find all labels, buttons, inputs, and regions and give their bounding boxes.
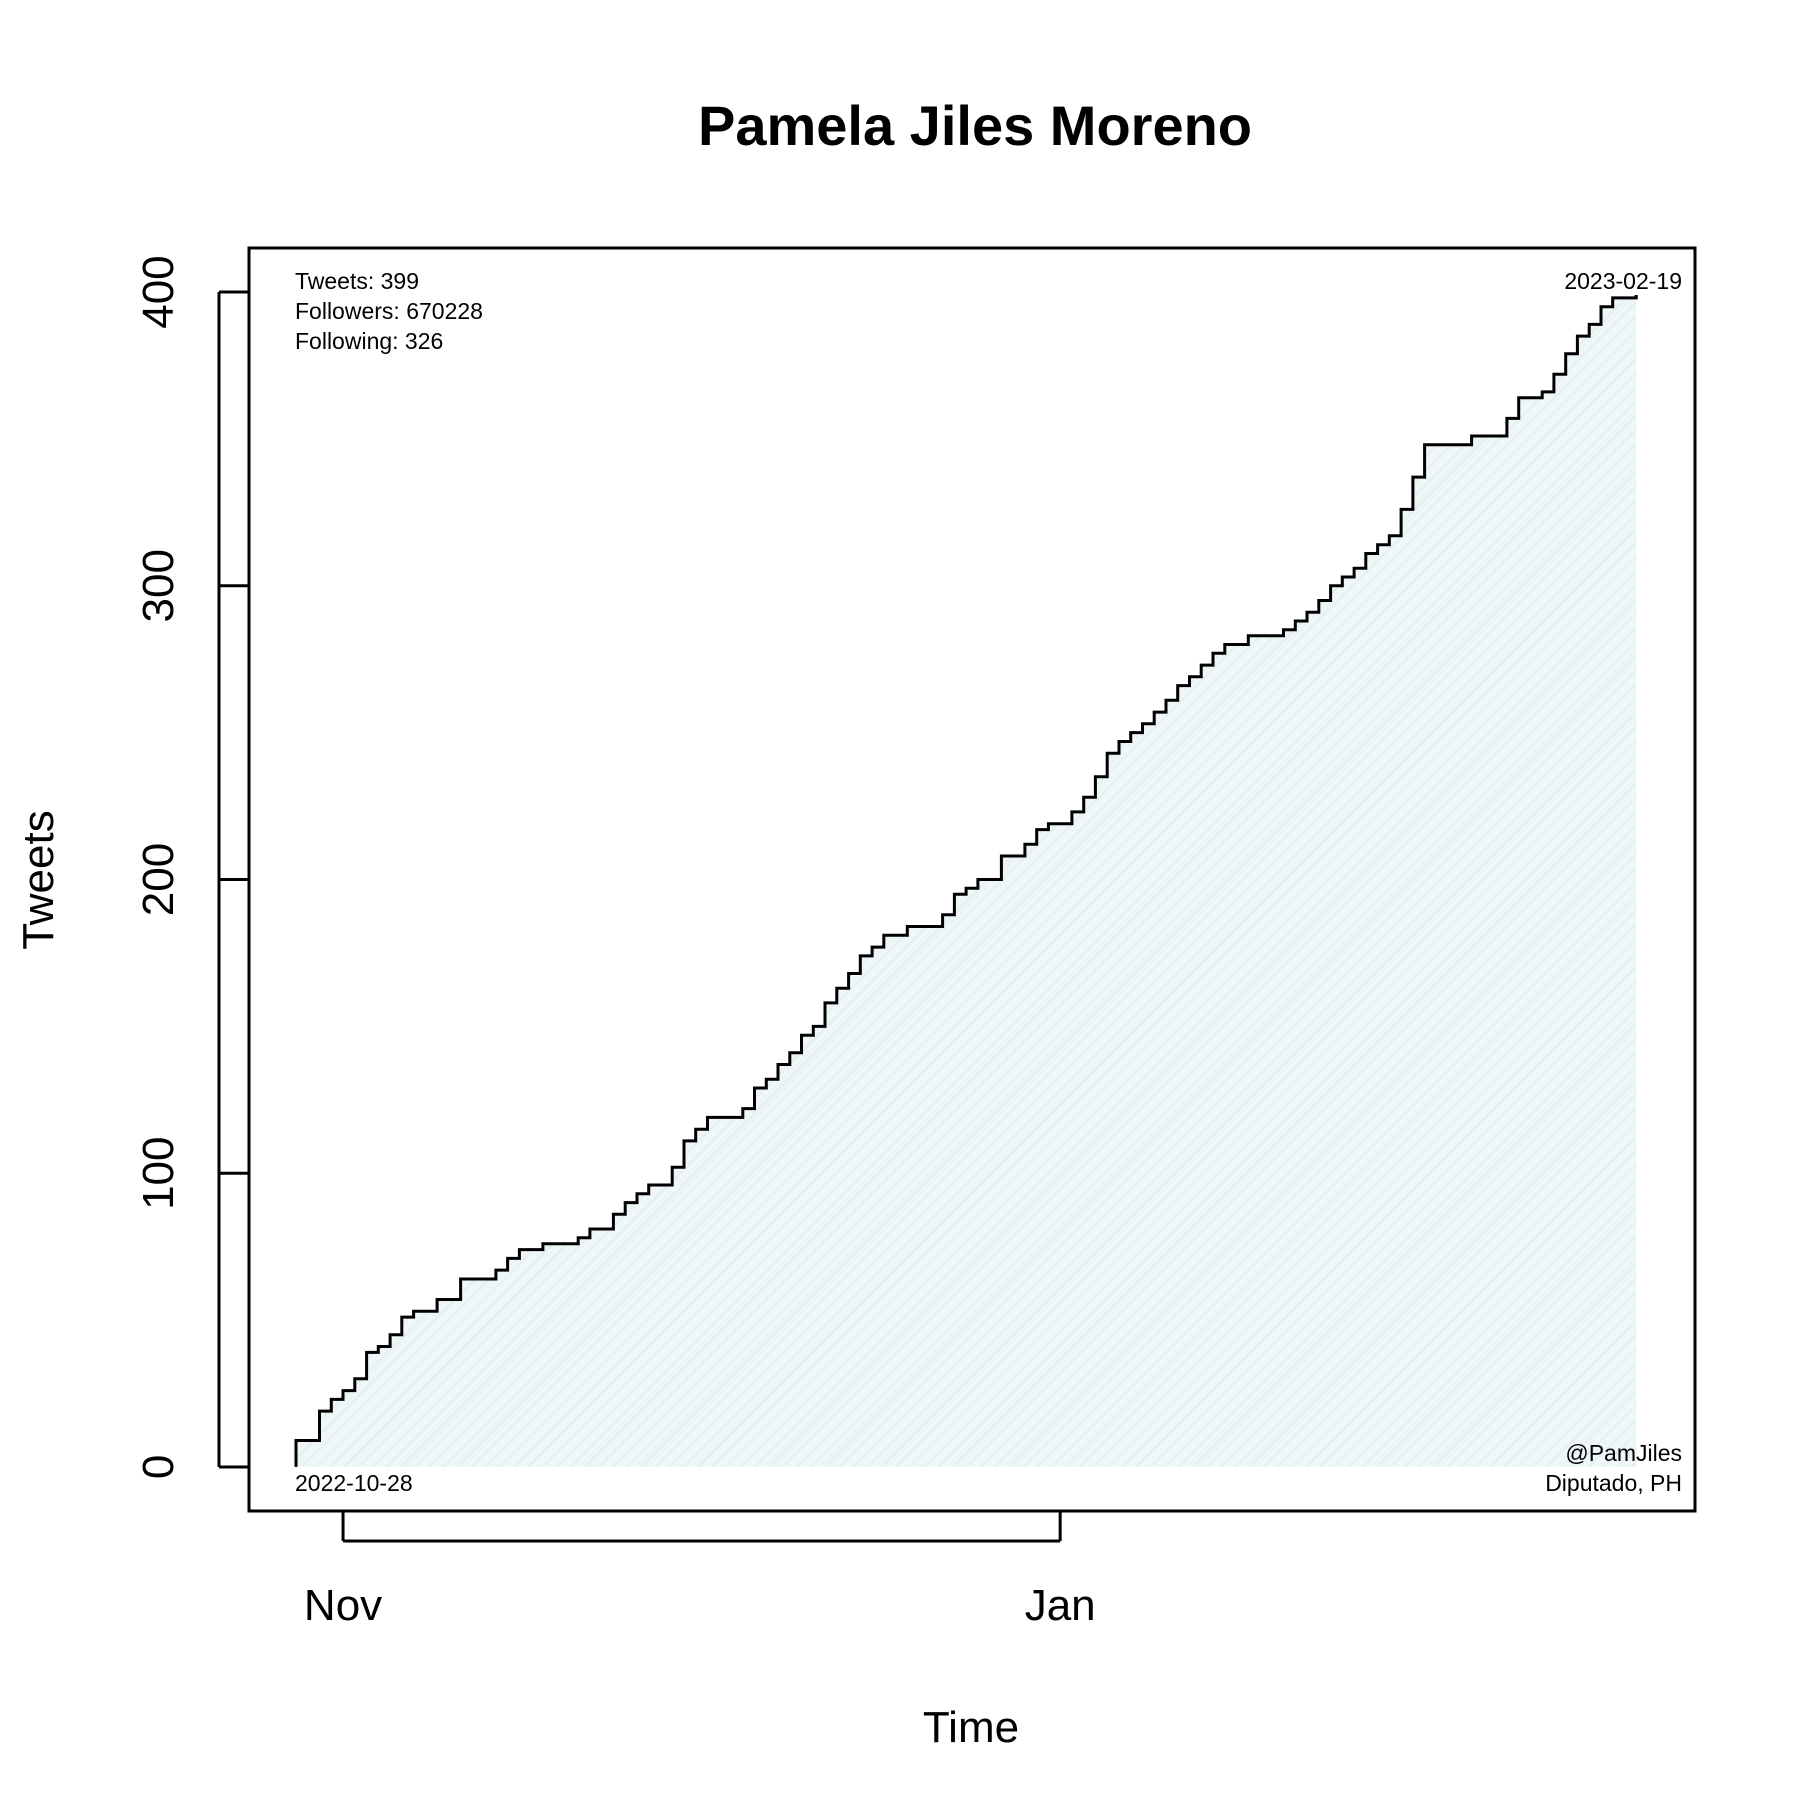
x-tick-label: Jan bbox=[1025, 1581, 1096, 1630]
y-tick-label: 400 bbox=[134, 255, 183, 328]
stats-following: Following: 326 bbox=[295, 328, 443, 354]
account-handle: @PamJiles bbox=[1565, 1440, 1682, 1466]
y-tick-label: 300 bbox=[134, 549, 183, 622]
y-axis-title: Tweets bbox=[14, 810, 63, 949]
cumulative-area-fill bbox=[296, 295, 1637, 1467]
x-axis-title: Time bbox=[923, 1703, 1019, 1752]
account-role: Diputado, PH bbox=[1545, 1470, 1682, 1496]
y-tick-label: 200 bbox=[134, 843, 183, 916]
x-axis: Nov Jan bbox=[304, 1511, 1096, 1630]
stats-tweets: Tweets: 399 bbox=[295, 268, 419, 294]
cumulative-tweets-line bbox=[294, 295, 1638, 1467]
end-date-label: 2023-02-19 bbox=[1564, 268, 1682, 294]
stats-annotation: Tweets: 399 Followers: 670228 Following:… bbox=[295, 268, 483, 354]
plot-area bbox=[294, 295, 1638, 1467]
stats-followers: Followers: 670228 bbox=[295, 298, 483, 324]
y-tick-label: 0 bbox=[134, 1455, 183, 1479]
start-date-label: 2022-10-28 bbox=[295, 1470, 413, 1496]
y-tick-label: 100 bbox=[134, 1137, 183, 1210]
chart-title: Pamela Jiles Moreno bbox=[698, 94, 1252, 157]
x-tick-label: Nov bbox=[304, 1581, 382, 1630]
y-axis: 0 100 200 300 400 bbox=[134, 255, 249, 1479]
